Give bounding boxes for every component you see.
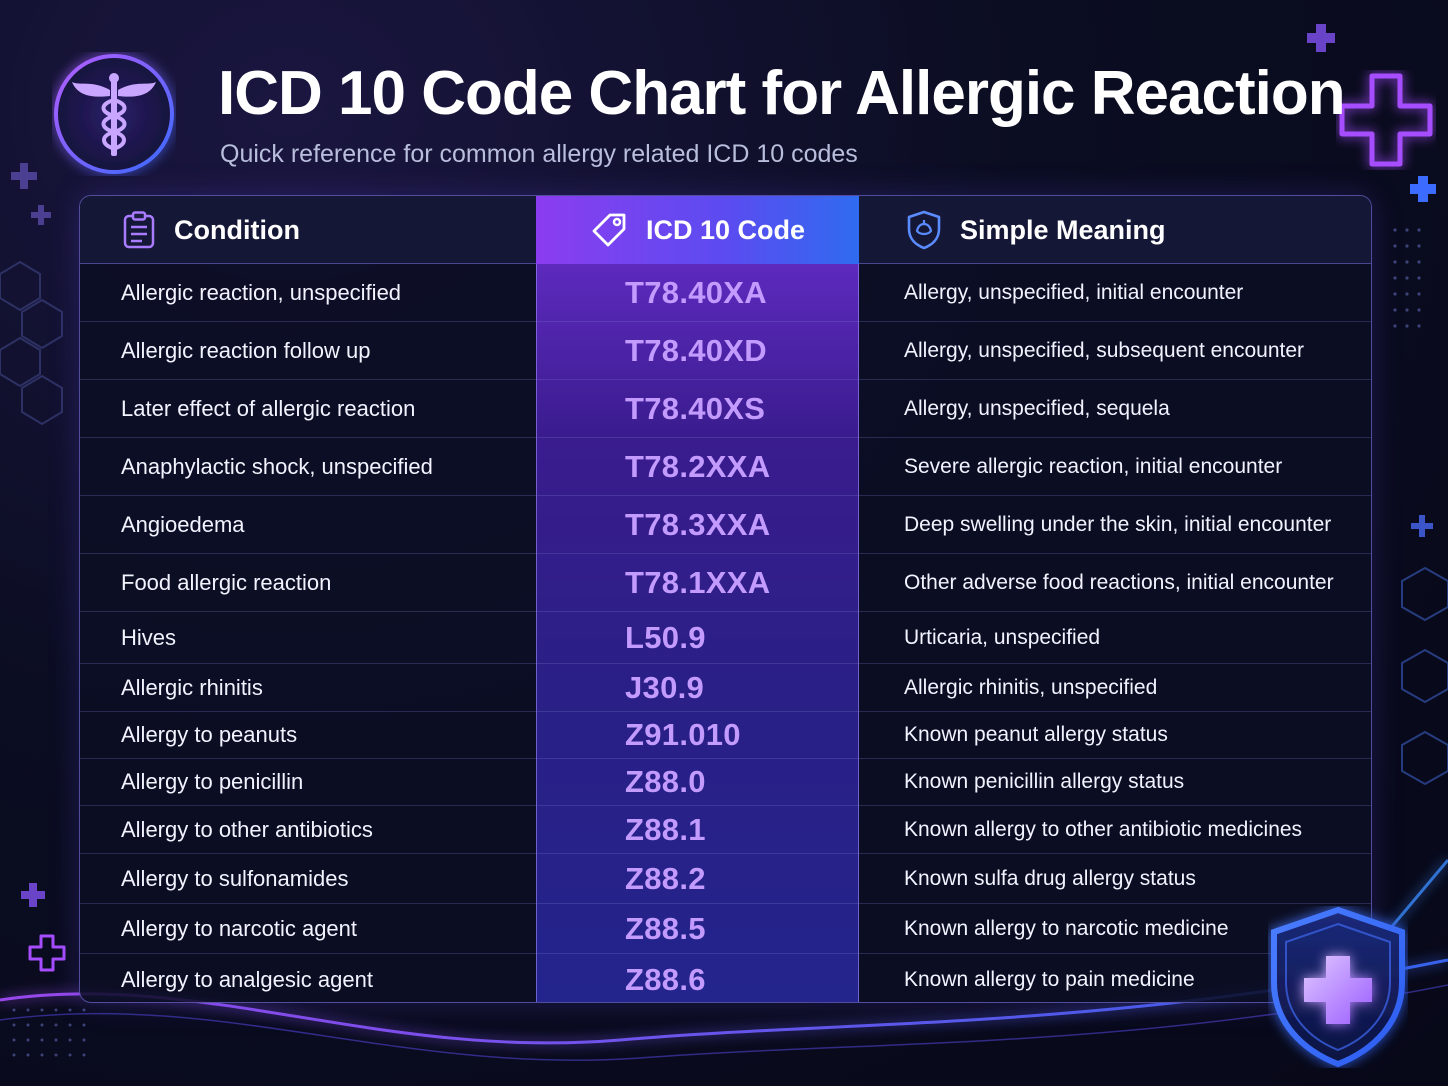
code-cell: L50.9 — [625, 619, 706, 655]
caduceus-icon — [54, 54, 174, 174]
condition-cell: Allergy to narcotic agent — [121, 915, 358, 941]
table-body: Allergic reaction, unspecified T78.40XA … — [80, 264, 1371, 1002]
table-row: Later effect of allergic reaction T78.40… — [80, 380, 1371, 438]
meaning-cell: Deep swelling under the skin, initial en… — [904, 512, 1332, 536]
column-header-label: ICD 10 Code — [645, 214, 806, 245]
code-cell: T78.40XD — [625, 332, 767, 368]
condition-cell: Later effect of allergic reaction — [121, 395, 416, 421]
condition-cell: Allergy to penicillin — [121, 769, 304, 794]
condition-cell: Angioedema — [121, 511, 245, 537]
code-cell: J30.9 — [625, 669, 705, 705]
plus-icon — [11, 163, 37, 189]
meaning-cell: Known sulfa drug allergy status — [904, 866, 1196, 890]
code-cell: Z88.0 — [625, 764, 706, 799]
table-row: Allergic rhinitis J30.9 Allergic rhiniti… — [80, 664, 1371, 712]
condition-cell: Anaphylactic shock, unspecified — [121, 453, 433, 479]
meaning-cell: Known peanut allergy status — [904, 723, 1168, 746]
condition-cell: Allergy to other antibiotics — [121, 816, 373, 842]
column-header-condition: Condition — [122, 196, 300, 264]
table-row: Allergic reaction follow up T78.40XD All… — [80, 322, 1371, 380]
table-row: Hives L50.9 Urticaria, unspecified — [80, 612, 1371, 664]
page-subtitle: Quick reference for common allergy relat… — [220, 140, 858, 168]
table-row: Allergy to other antibiotics Z88.1 Known… — [80, 806, 1371, 854]
table-row: Angioedema T78.3XXA Deep swelling under … — [80, 496, 1371, 554]
table-row: Food allergic reaction T78.1XXA Other ad… — [80, 554, 1371, 612]
table-header: Condition ICD 10 Code Simple Meaning — [80, 196, 1371, 264]
code-cell: T78.40XA — [625, 274, 767, 310]
meaning-cell: Urticaria, unspecified — [904, 625, 1101, 649]
plus-icon — [21, 883, 45, 907]
table-row: Allergy to penicillin Z88.0 Known penici… — [80, 759, 1371, 806]
page-title: ICD 10 Code Chart for Allergic Reaction — [218, 59, 1346, 128]
plus-icon — [31, 205, 51, 225]
plus-icon — [1410, 176, 1436, 202]
code-cell: T78.40XS — [625, 390, 766, 426]
code-cell: T78.3XXA — [625, 506, 771, 542]
column-header-code: ICD 10 Code — [536, 196, 859, 264]
plus-icon — [1307, 24, 1335, 52]
code-cell: Z88.1 — [625, 811, 706, 847]
meaning-cell: Allergy, unspecified, sequela — [904, 396, 1170, 420]
table-row: Allergy to peanuts Z91.010 Known peanut … — [80, 712, 1371, 759]
meaning-cell: Other adverse food reactions, initial en… — [904, 570, 1334, 594]
meaning-cell: Known allergy to narcotic medicine — [904, 916, 1229, 940]
plus-outline-icon — [1339, 73, 1433, 167]
icd-code-table: Condition ICD 10 Code Simple Meaning All… — [79, 195, 1372, 1003]
code-cell: Z88.2 — [625, 860, 706, 896]
table-row: Allergic reaction, unspecified T78.40XA … — [80, 264, 1371, 322]
plus-icon — [1411, 515, 1433, 537]
table-row: Allergy to analgesic agent Z88.6 Known a… — [80, 954, 1371, 1002]
condition-cell: Allergic reaction, unspecified — [121, 279, 402, 305]
meaning-cell: Allergy, unspecified, subsequent encount… — [904, 338, 1305, 362]
table-row: Anaphylactic shock, unspecified T78.2XXA… — [80, 438, 1371, 496]
clipboard-icon — [123, 211, 155, 249]
meaning-cell: Known allergy to pain medicine — [904, 968, 1195, 991]
meaning-cell: Known allergy to other antibiotic medici… — [904, 817, 1303, 841]
condition-cell: Allergic rhinitis — [121, 674, 263, 700]
code-cell: T78.1XXA — [625, 564, 771, 600]
code-cell: Z91.010 — [625, 717, 741, 752]
condition-cell: Allergy to peanuts — [121, 722, 298, 747]
condition-cell: Hives — [121, 624, 177, 650]
column-header-meaning: Simple Meaning — [906, 196, 1166, 264]
shield-icon — [907, 210, 941, 250]
meaning-cell: Severe allergic reaction, initial encoun… — [904, 454, 1283, 478]
meaning-cell: Allergic rhinitis, unspecified — [904, 675, 1158, 699]
condition-cell: Food allergic reaction — [121, 569, 332, 595]
meaning-cell: Allergy, unspecified, initial encounter — [904, 280, 1244, 304]
shield-plus-icon — [1271, 906, 1405, 1068]
code-column-highlight — [536, 196, 859, 1002]
column-header-label: Simple Meaning — [960, 214, 1166, 245]
code-cell: T78.2XXA — [625, 448, 771, 484]
tag-icon — [592, 213, 626, 247]
meaning-cell: Known penicillin allergy status — [904, 770, 1185, 793]
condition-cell: Allergy to analgesic agent — [121, 967, 373, 992]
table-row: Allergy to sulfonamides Z88.2 Known sulf… — [80, 854, 1371, 904]
column-header-label: Condition — [174, 214, 300, 245]
table-row: Allergy to narcotic agent Z88.5 Known al… — [80, 904, 1371, 954]
code-cell: Z88.5 — [625, 910, 706, 946]
condition-cell: Allergic reaction follow up — [121, 337, 371, 363]
plus-outline-icon — [28, 934, 66, 972]
code-cell: Z88.6 — [625, 962, 706, 997]
condition-cell: Allergy to sulfonamides — [121, 865, 349, 891]
